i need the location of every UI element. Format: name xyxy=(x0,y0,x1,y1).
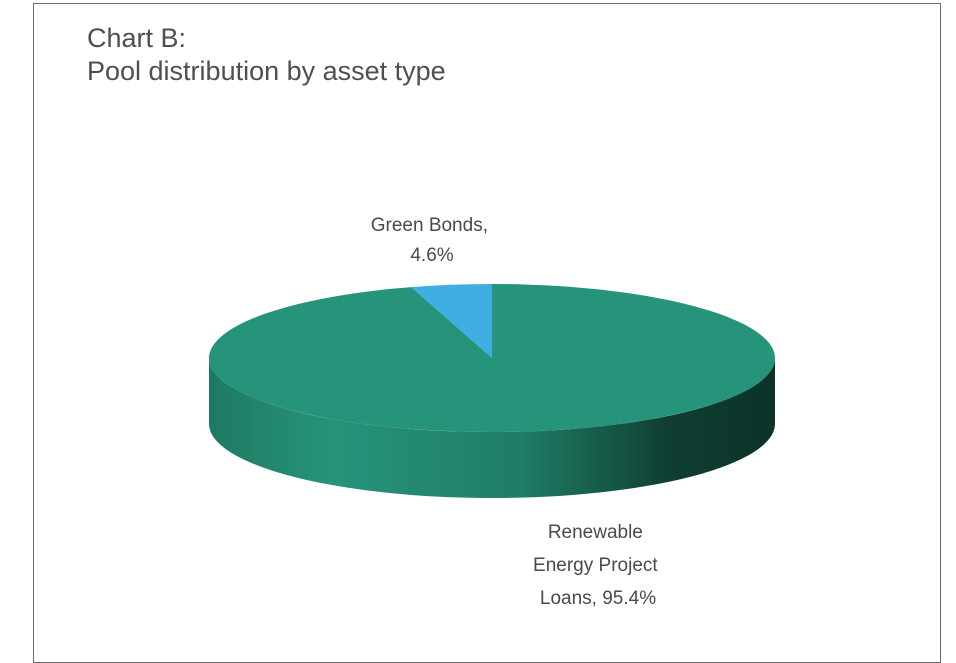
data-label-green-bonds-line-2: 4.6% xyxy=(410,245,453,266)
chart-title-line-1: Chart B: xyxy=(87,23,187,53)
data-label-renewable-line-1: Renewable xyxy=(548,522,643,543)
data-label-green-bonds-line-1: Green Bonds, xyxy=(371,215,488,236)
chart-title-line-2: Pool distribution by asset type xyxy=(87,56,446,86)
data-label-green-bonds: Green Bonds, 4.6% xyxy=(371,215,494,266)
pie-side-wall xyxy=(209,358,775,498)
data-label-renewable-line-3: Loans, 95.4% xyxy=(540,588,656,609)
slice-renewable-energy-project-loans xyxy=(209,284,776,433)
pie-group xyxy=(209,284,776,498)
data-label-renewable-energy-project-loans: Renewable Energy Project Loans, 95.4% xyxy=(533,522,663,609)
data-label-renewable-line-2: Energy Project xyxy=(533,555,658,576)
slice-green-bonds xyxy=(411,284,492,358)
chart-title: Chart B: Pool distribution by asset type xyxy=(87,22,446,88)
